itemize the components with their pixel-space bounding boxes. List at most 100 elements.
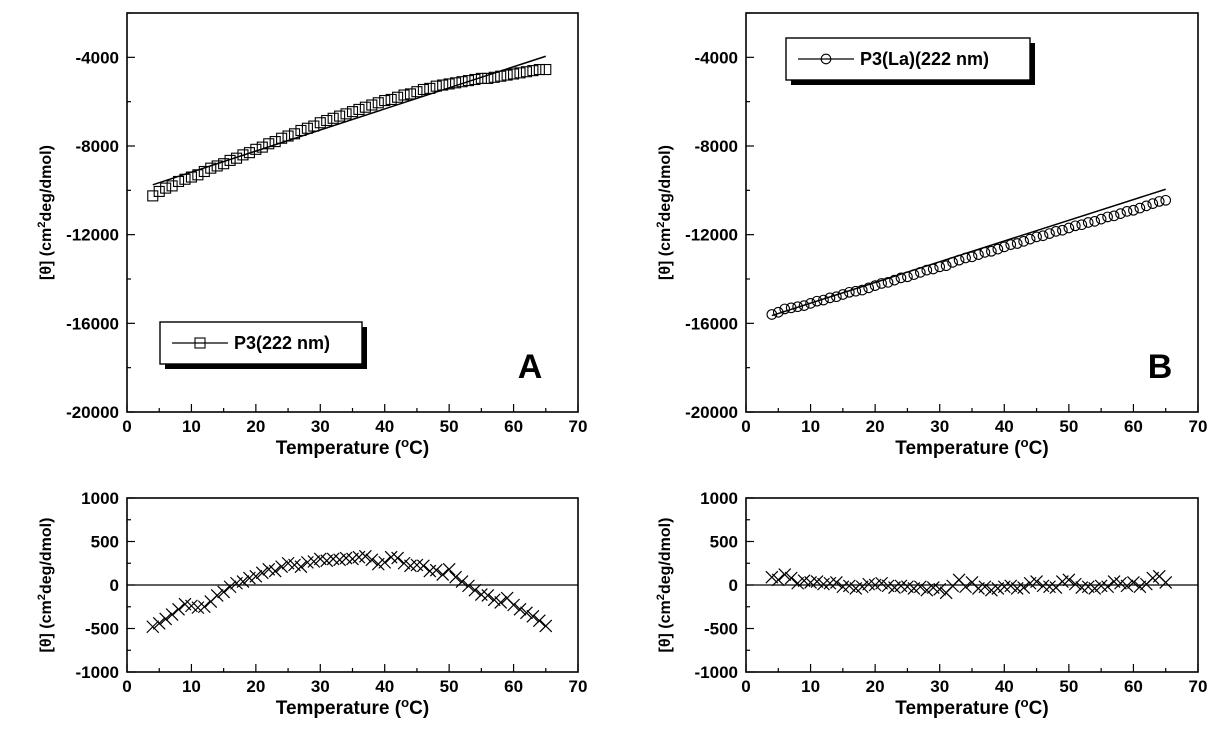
data-point [172,602,185,616]
data-point [346,106,359,118]
data-point [927,263,939,275]
x-tick-label: 0 [741,677,750,696]
data-point [1082,217,1094,228]
data-point [166,180,178,192]
x-tick-label: 50 [1059,677,1078,696]
data-point [1153,196,1165,207]
data-point [482,72,494,84]
y-tick-label: -16000 [685,314,738,333]
data-point [442,562,456,576]
data-point [805,298,816,309]
data-point [876,278,887,289]
data-point [771,573,785,587]
data-point [784,571,798,585]
data-point [992,243,1004,255]
data-point [358,549,372,563]
data-point [353,103,365,115]
panel-letter: A [518,348,543,386]
fit-line [152,55,547,186]
data-point [160,182,172,194]
data-point [488,71,500,83]
data-point [327,112,339,124]
data-point [507,598,520,612]
data-point [404,88,417,100]
x-tick-label: 30 [311,417,330,436]
data-point [1102,211,1113,223]
data-point [1062,573,1076,587]
data-point [823,576,837,590]
data-point [810,575,824,588]
x-tick-label: 10 [801,677,820,696]
y-tick-label: -1000 [695,663,738,682]
data-point [913,580,927,594]
x-tick-label: 20 [866,417,885,436]
data-point [1089,216,1101,227]
data-point [1114,576,1127,590]
data-point [895,272,907,284]
data-point [526,609,540,623]
data-point [481,589,495,602]
data-point [513,602,527,616]
data-point [1068,577,1082,591]
data-point [217,585,231,599]
data-point [152,616,166,630]
data-point [295,124,307,137]
data-point [197,600,211,614]
x-tick-label: 40 [995,677,1014,696]
panel-B-residual-plot: 0 10 20 30 40 50 60 70 -1000 -500 0 500 1000 Temperat… [655,489,1207,719]
y-tick-label: -20000 [685,403,738,422]
data-point [966,251,978,263]
x-tick-label: 70 [569,417,588,436]
series-1 [152,55,547,186]
x-tick-label: 50 [440,417,459,436]
y-tick-label: -20000 [66,403,119,422]
x-axis-title: Temperature (oC) [895,435,1048,460]
data-point [417,83,429,96]
data-point [1160,194,1172,206]
data-point [1088,582,1102,595]
data-point [469,73,481,86]
data-point [1005,239,1017,250]
data-point [1031,231,1042,243]
data-point [429,563,443,577]
data-point [146,620,160,634]
data-point [391,551,405,565]
series-0 [766,194,1172,320]
data-point [863,282,875,294]
y-tick-label: -4000 [76,48,119,67]
data-point [855,580,869,594]
y-tick-label: -12000 [66,226,119,245]
data-point [1036,579,1050,593]
data-point [365,553,379,567]
data-point [856,284,868,296]
panel-B-main-plot: 0 10 20 30 40 50 60 70 -20000 -16000 -12000 -8000 -4… [655,12,1208,460]
data-point [540,63,552,76]
data-point [474,588,488,601]
panel-A-residual-plot: 0 10 20 30 40 50 60 70 -1000 -500 0 500 1000 Temperat… [36,489,587,719]
data-point [973,249,984,260]
data-point [243,147,255,159]
legend: P3(La)(222 nm) [785,37,1035,85]
data-point [269,136,281,148]
x-tick-label: 70 [569,677,588,696]
data-point [791,576,805,590]
data-point [301,122,313,134]
y-tick-label: -8000 [76,137,119,156]
data-point [385,93,397,105]
legend-label: P3(La)(222 nm) [860,49,989,69]
data-point [230,152,243,164]
series-0 [147,63,552,202]
data-point [430,80,442,92]
legend: P3(222 nm) [159,321,367,369]
data-point [520,606,533,620]
data-point [1076,219,1088,231]
data-point [998,241,1010,253]
data-point [959,580,972,594]
data-point [1108,210,1120,222]
data-point [539,619,553,633]
data-point [436,568,450,581]
x-tick-label: 70 [1189,417,1208,436]
data-point [411,86,423,98]
data-point [779,303,791,315]
